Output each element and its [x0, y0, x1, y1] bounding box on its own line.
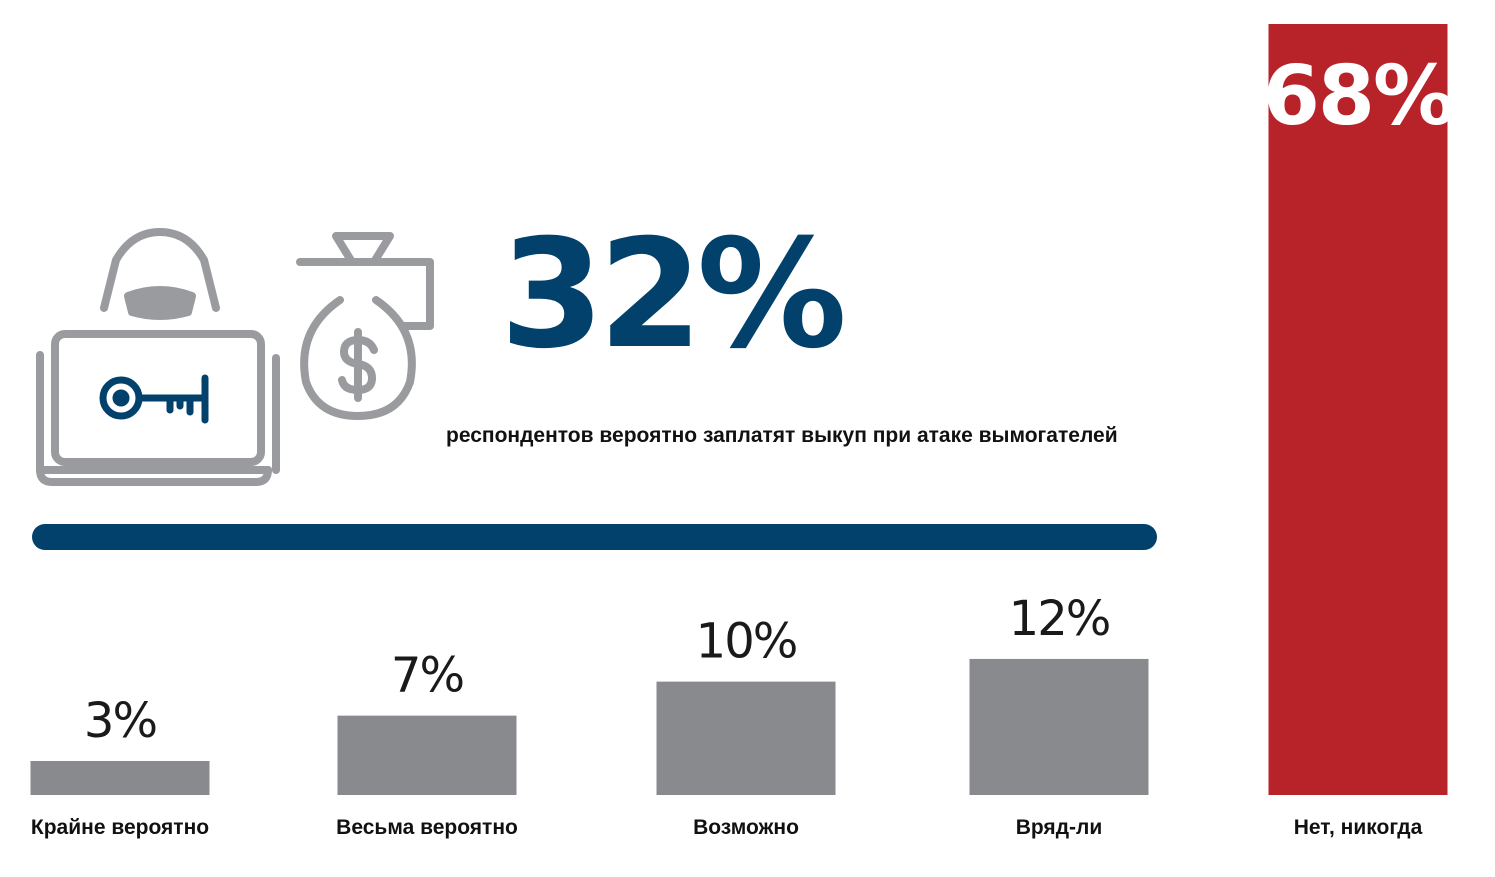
divider-bar	[32, 524, 1157, 550]
category-label-5: Нет, никогда	[1294, 816, 1423, 839]
bar-4	[969, 658, 1149, 795]
key-icon	[99, 374, 209, 424]
category-label-4: Вряд-ли	[1016, 816, 1103, 839]
bar-2	[337, 715, 517, 795]
category-label-1: Крайне вероятно	[31, 816, 209, 839]
bar-value-label-3: 10%	[696, 614, 797, 670]
bar-value-label-1: 3%	[84, 693, 156, 749]
headline-percent: 32%	[500, 208, 847, 382]
bar-value-label-2: 7%	[391, 648, 463, 704]
category-label-3: Возможно	[693, 816, 799, 839]
bar-5	[1268, 24, 1448, 795]
bar-value-label-5: 68%	[1263, 49, 1453, 144]
bar-1	[30, 760, 210, 795]
hacker-laptop-key-icon	[36, 228, 280, 486]
bar-3	[656, 681, 836, 795]
category-label-2: Весьма вероятно	[336, 816, 518, 839]
money-bag-dollar-icon	[296, 232, 434, 420]
headline-description: респондентов вероятно заплатят выкуп при…	[446, 424, 1118, 447]
bar-value-label-4: 12%	[1009, 591, 1110, 647]
